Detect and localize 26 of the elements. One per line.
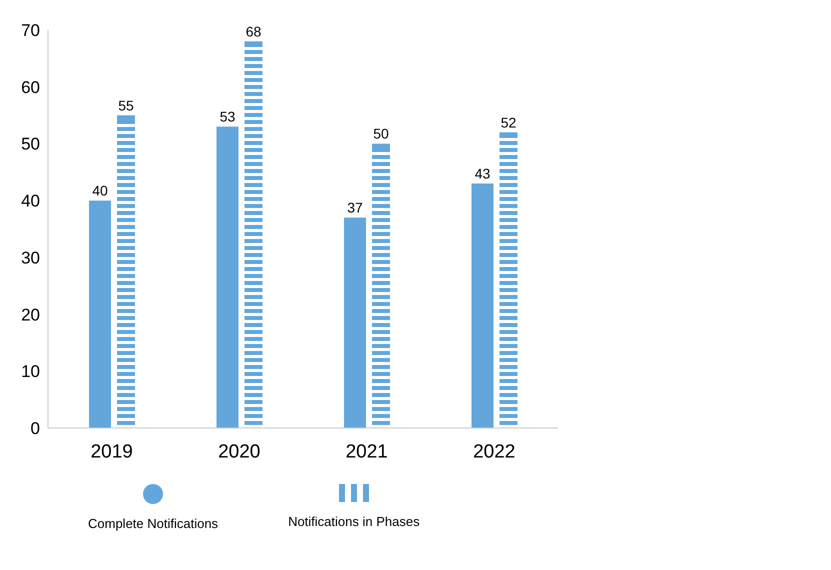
y-tick-label: 20 <box>21 305 40 324</box>
bar <box>89 200 111 428</box>
data-label: 40 <box>92 182 108 199</box>
x-tick-label: 2020 <box>218 441 260 462</box>
y-tick-label: 70 <box>21 21 40 40</box>
data-label: 52 <box>500 114 516 130</box>
bar <box>472 184 494 428</box>
data-label: 55 <box>118 97 134 114</box>
y-tick-label: 60 <box>21 78 40 97</box>
y-tick-label: 30 <box>21 248 40 268</box>
data-label: 43 <box>474 166 490 182</box>
y-tick-label: 40 <box>21 192 40 211</box>
bar <box>216 126 238 428</box>
data-label: 37 <box>347 200 363 216</box>
data-label: 68 <box>246 23 262 40</box>
legend-label: Complete Notifications <box>88 516 218 531</box>
y-tick-label: 10 <box>21 362 40 382</box>
x-tick-label: 2022 <box>473 441 516 462</box>
x-tick-label: 2019 <box>90 441 133 462</box>
data-label: 50 <box>373 126 389 142</box>
x-tick-label: 2021 <box>346 441 388 462</box>
y-tick-label: 50 <box>21 134 40 154</box>
legend-label: Notifications in Phases <box>288 514 420 529</box>
y-tick-label: 0 <box>30 419 40 438</box>
data-label: 53 <box>220 108 236 125</box>
bar <box>344 218 366 428</box>
